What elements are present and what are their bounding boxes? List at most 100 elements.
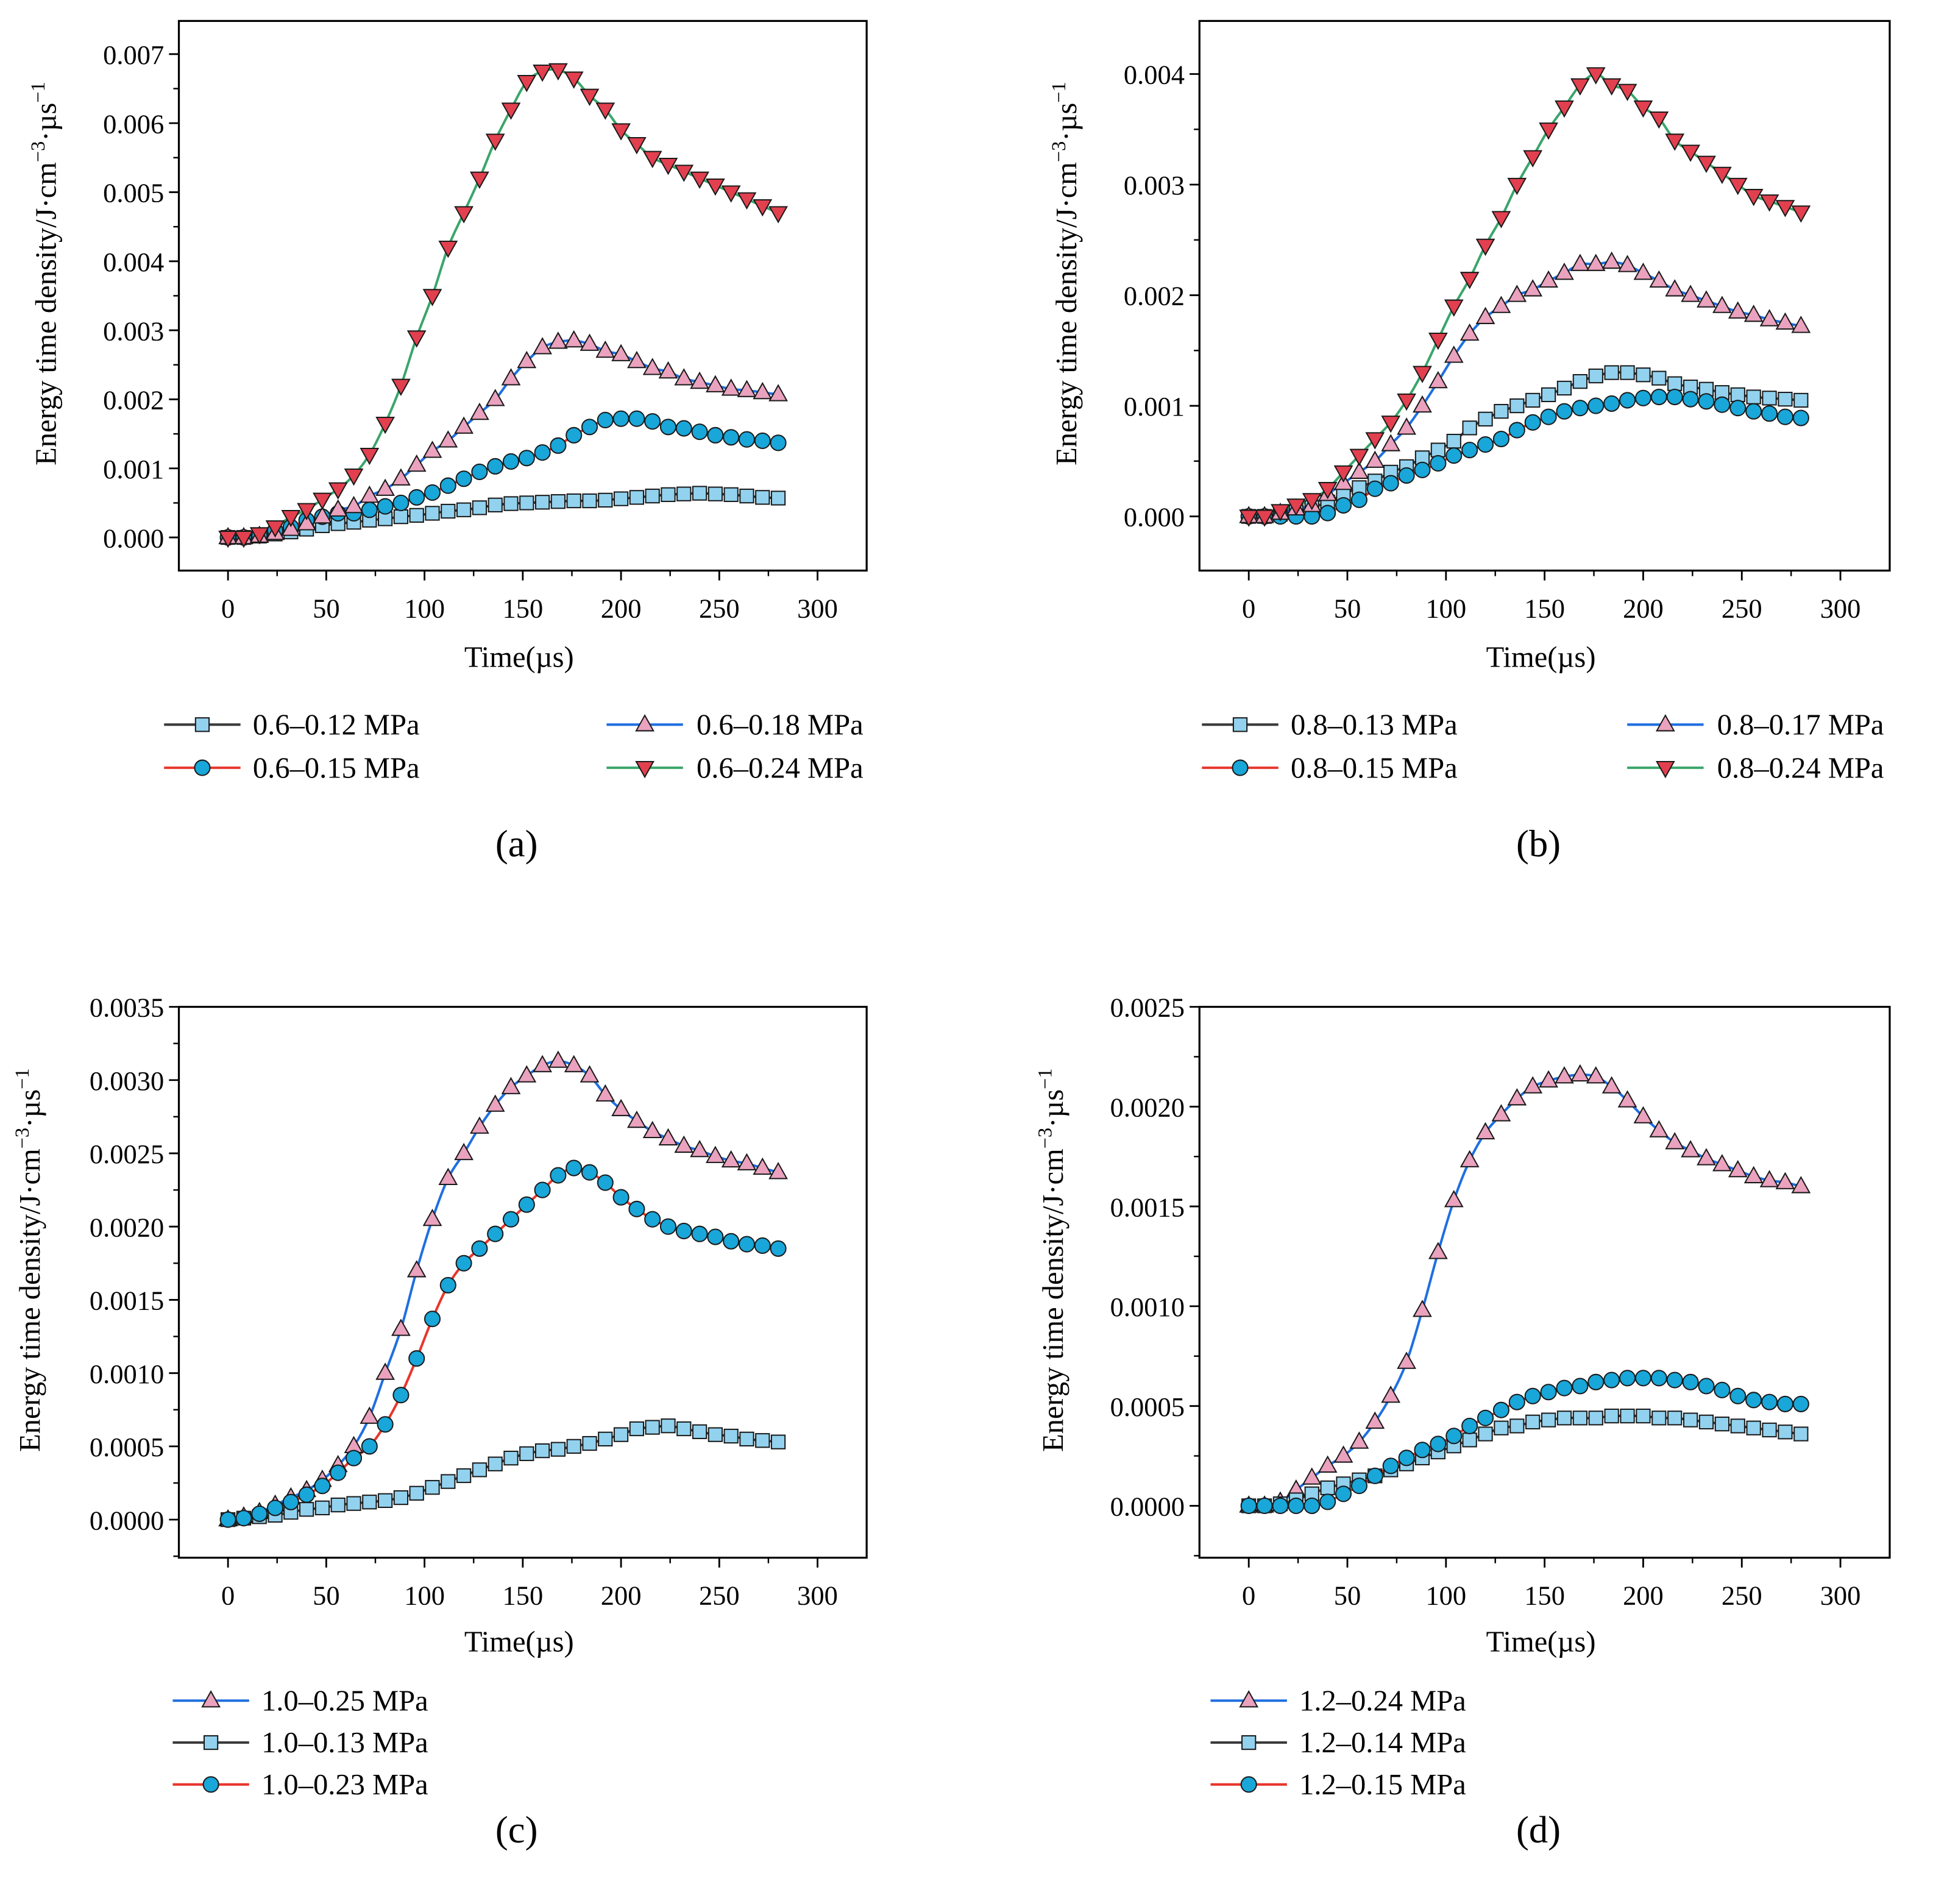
square-marker	[456, 502, 472, 517]
series-markers	[1239, 67, 1811, 527]
legend-item: 0.8–0.24 MPa	[1627, 752, 1884, 784]
circle-marker	[1650, 388, 1667, 406]
down-triangle-marker	[1333, 465, 1353, 483]
up-triangle-marker	[1586, 1066, 1606, 1084]
circle-marker	[471, 1240, 488, 1257]
up-triangle-marker	[360, 1406, 380, 1424]
circle-marker	[502, 1211, 520, 1228]
up-triangle-marker	[1775, 1172, 1795, 1189]
x-tick-label: 300	[1820, 593, 1861, 623]
circle-marker	[1792, 1395, 1809, 1412]
up-triangle-marker	[1523, 279, 1543, 297]
circle-marker	[1761, 1393, 1778, 1410]
y-axis-label: Energy time density/J·cm−3·µs−1	[1034, 1068, 1069, 1452]
circle-marker	[1603, 1371, 1620, 1389]
down-triangle-marker	[1381, 416, 1401, 433]
up-triangle-marker	[1570, 253, 1590, 271]
circle-marker	[1634, 389, 1651, 406]
up-triangle-marker	[501, 1077, 521, 1094]
up-triangle-marker	[1697, 290, 1716, 308]
up-triangle-marker	[1507, 285, 1527, 302]
circle-marker	[1335, 1485, 1352, 1502]
circle-marker	[1619, 1370, 1636, 1387]
y-axis-label-superscript: −1	[1034, 1068, 1056, 1089]
up-triangle-marker	[721, 378, 741, 396]
y-axis-label-superscript: −3	[11, 1128, 33, 1148]
square-marker	[1730, 387, 1745, 403]
up-triangle-marker	[768, 384, 788, 402]
up-triangle-marker	[1791, 1176, 1811, 1194]
y-tick-label: 0.001	[1124, 391, 1185, 422]
square-marker	[1430, 442, 1446, 458]
square-marker	[409, 508, 424, 523]
down-triangle-marker	[548, 63, 568, 81]
x-tick-label: 200	[1623, 593, 1664, 623]
down-triangle-marker	[1655, 760, 1675, 779]
x-tick-label: 100	[1425, 593, 1466, 623]
circle-marker	[1492, 430, 1509, 448]
down-triangle-marker	[1649, 111, 1669, 129]
legend-item: 1.2–0.24 MPa	[1210, 1685, 1466, 1717]
circle-marker	[691, 1225, 708, 1242]
up-triangle-marker	[1349, 461, 1369, 480]
square-marker	[1478, 411, 1493, 426]
y-axis-label-text: Energy time density/J·cm	[1037, 1148, 1069, 1452]
circle-marker	[1382, 1457, 1399, 1474]
square-marker	[1494, 1420, 1509, 1435]
y-axis-label-superscript: −3	[27, 141, 49, 162]
up-triangle-marker	[1444, 345, 1464, 363]
up-triangle-marker	[1381, 1386, 1401, 1403]
series-line	[227, 1060, 779, 1521]
circle-marker	[1776, 408, 1793, 425]
y-tick-label: 0.004	[1124, 60, 1185, 90]
circle-marker	[424, 1311, 441, 1328]
y-axis-label: Energy time density/J·cm−3·µs−1	[1048, 82, 1083, 465]
up-triangle-marker	[1413, 1300, 1432, 1317]
down-triangle-marker	[1759, 194, 1779, 212]
down-triangle-marker	[1570, 78, 1590, 96]
up-triangle-marker	[705, 1145, 725, 1163]
down-triangle-marker	[1586, 67, 1606, 85]
square-marker	[1556, 380, 1572, 396]
square-marker	[1494, 403, 1509, 419]
series-1-2-0-24-MPa	[1249, 1073, 1801, 1507]
up-triangle-marker	[1365, 1411, 1385, 1429]
down-triangle-marker	[1460, 272, 1480, 289]
series-1-0-0-25-MPa	[227, 1060, 779, 1521]
circle-marker	[1634, 1370, 1651, 1387]
down-triangle-marker	[391, 378, 411, 397]
square-marker	[1636, 1408, 1651, 1424]
square-marker	[1778, 1424, 1793, 1440]
y-tick-label: 0.002	[103, 385, 164, 416]
circle-marker	[1240, 1497, 1257, 1515]
square-marker	[1525, 392, 1541, 408]
up-triangle-marker	[1649, 1120, 1669, 1138]
up-triangle-marker	[1539, 270, 1558, 288]
down-triangle-marker	[611, 123, 631, 141]
up-triangle-marker	[406, 1260, 427, 1278]
down-triangle-marker	[297, 503, 317, 520]
square-marker	[1541, 387, 1556, 403]
circle-marker	[628, 410, 645, 427]
up-triangle-marker	[642, 358, 662, 375]
plot-frame	[177, 19, 868, 572]
up-triangle-marker	[611, 344, 631, 361]
circle-marker	[1272, 1497, 1289, 1515]
up-triangle-marker	[422, 441, 442, 458]
circle-marker	[1666, 1371, 1683, 1389]
square-marker	[661, 1418, 676, 1434]
square-marker	[755, 1433, 770, 1448]
circle-marker	[1698, 1378, 1715, 1395]
circle-marker	[487, 1225, 504, 1242]
up-triangle-marker	[1460, 323, 1480, 341]
down-triangle-marker	[1633, 100, 1653, 118]
circle-marker	[1714, 1381, 1731, 1399]
up-triangle-marker	[454, 416, 473, 434]
square-marker	[1667, 1410, 1683, 1426]
up-triangle-marker	[1601, 1076, 1622, 1094]
y-axis-label-text: ·µs	[1051, 103, 1083, 141]
down-triangle-marker	[1286, 498, 1306, 516]
y-axis-label-superscript: −1	[11, 1068, 33, 1089]
panel-label: (a)	[495, 823, 538, 865]
circle-marker	[408, 489, 425, 506]
